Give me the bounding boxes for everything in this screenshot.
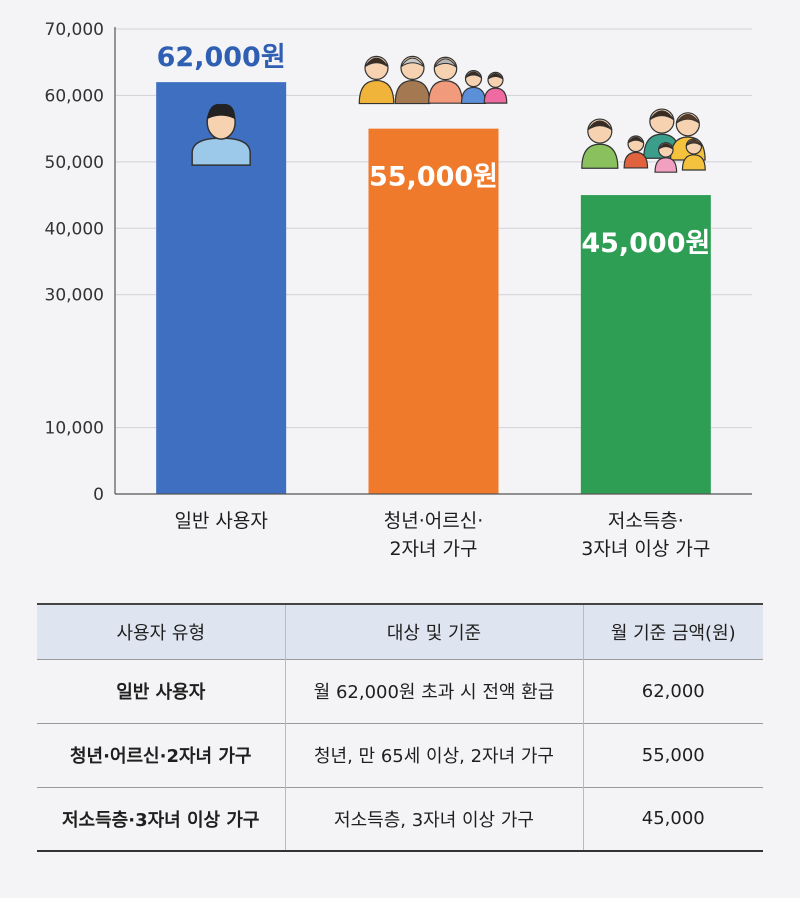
bar-value-label: 45,000원 (581, 228, 710, 259)
cell-user-type: 저소득층·3자녀 이상 가구 (37, 787, 286, 851)
person-body (681, 154, 706, 171)
person-hair (487, 73, 504, 80)
single-person-icon (191, 103, 251, 166)
header-criteria: 대상 및 기준 (285, 604, 584, 659)
person-body (460, 86, 487, 105)
person-body (581, 143, 619, 169)
person-body (623, 151, 649, 169)
large-family-icon (581, 108, 706, 173)
y-tick-label: 40,000 (45, 219, 104, 239)
person-hair (400, 57, 425, 68)
person-hair (433, 58, 458, 68)
header-monthly-amount: 월 기준 금액(원) (610, 622, 736, 644)
x-category-label: 2자녀 가구 (389, 538, 477, 560)
x-category-label: 3자녀 이상 가구 (581, 538, 710, 560)
y-tick-label: 10,000 (45, 419, 104, 439)
table-row: 저소득층·3자녀 이상 가구 저소득층, 3자녀 이상 가구 45,000 (37, 787, 763, 851)
x-axis-categories: 일반 사용자 청년·어르신· 2자녀 가구 저소득층· 3자녀 이상 가구 (174, 510, 710, 560)
pricing-table: 사용자 유형 대상 및 기준 월 기준 금액(원) 일반 사용자 월 62,00… (37, 603, 763, 852)
cell-amount: 55,000 (641, 744, 705, 766)
y-tick-label: 0 (93, 485, 104, 505)
person-hair (465, 71, 482, 79)
bar-value-label: 62,000원 (157, 42, 286, 73)
cell-user-type: 청년·어르신·2자녀 가구 (37, 723, 286, 787)
bar-chart: 0 10,000 30,000 40,000 50,000 60,000 70,000 62… (45, 20, 752, 560)
table-row: 일반 사용자 월 62,000원 초과 시 전액 환급 62,000 (37, 659, 763, 723)
cell-user-type: 일반 사용자 (37, 659, 286, 723)
cell-criteria: 청년, 만 65세 이상, 2자녀 가구 (285, 723, 584, 787)
person-hair (649, 110, 675, 121)
x-category-label: 저소득층· (608, 510, 684, 532)
bars (156, 82, 711, 495)
person-body (483, 87, 508, 104)
person-hair (675, 114, 700, 124)
cell-criteria: 월 62,000원 초과 시 전액 환급 (285, 659, 584, 723)
x-category-label: 일반 사용자 (174, 510, 267, 532)
person-hair (627, 136, 645, 144)
person-body (428, 80, 463, 104)
cell-criteria: 저소득층, 3자녀 이상 가구 (285, 787, 584, 851)
person-body (191, 137, 251, 166)
y-tick-label: 60,000 (45, 86, 104, 106)
family-with-elders-icon (358, 55, 508, 105)
person-body (654, 157, 678, 173)
cell-amount: 62,000 (641, 680, 705, 702)
y-tick-label: 30,000 (45, 286, 104, 306)
bar-icons (191, 55, 706, 173)
person-hair (587, 120, 613, 131)
y-tick-label: 50,000 (45, 153, 104, 173)
person-body (394, 79, 431, 105)
person-hair (658, 143, 674, 150)
y-axis-ticks: 0 10,000 30,000 40,000 50,000 60,000 70,000 (45, 20, 104, 505)
header-user-type: 사용자 유형 (37, 604, 286, 659)
bar-value-label: 55,000원 (369, 162, 498, 193)
bar (580, 195, 711, 495)
person-hair (685, 139, 702, 147)
y-tick-label: 70,000 (45, 20, 104, 40)
person-body (358, 79, 395, 105)
cell-amount: 45,000 (641, 808, 705, 830)
person-hair (207, 103, 236, 120)
bar (368, 128, 499, 494)
table-header-row: 사용자 유형 대상 및 기준 월 기준 금액(원) (37, 604, 763, 659)
person-hair (364, 57, 389, 68)
x-category-label: 청년·어르신· (384, 510, 483, 532)
table-row: 청년·어르신·2자녀 가구 청년, 만 65세 이상, 2자녀 가구 55,00… (37, 723, 763, 787)
bar-value-labels: 62,000원 55,000원 45,000원 (157, 42, 711, 259)
